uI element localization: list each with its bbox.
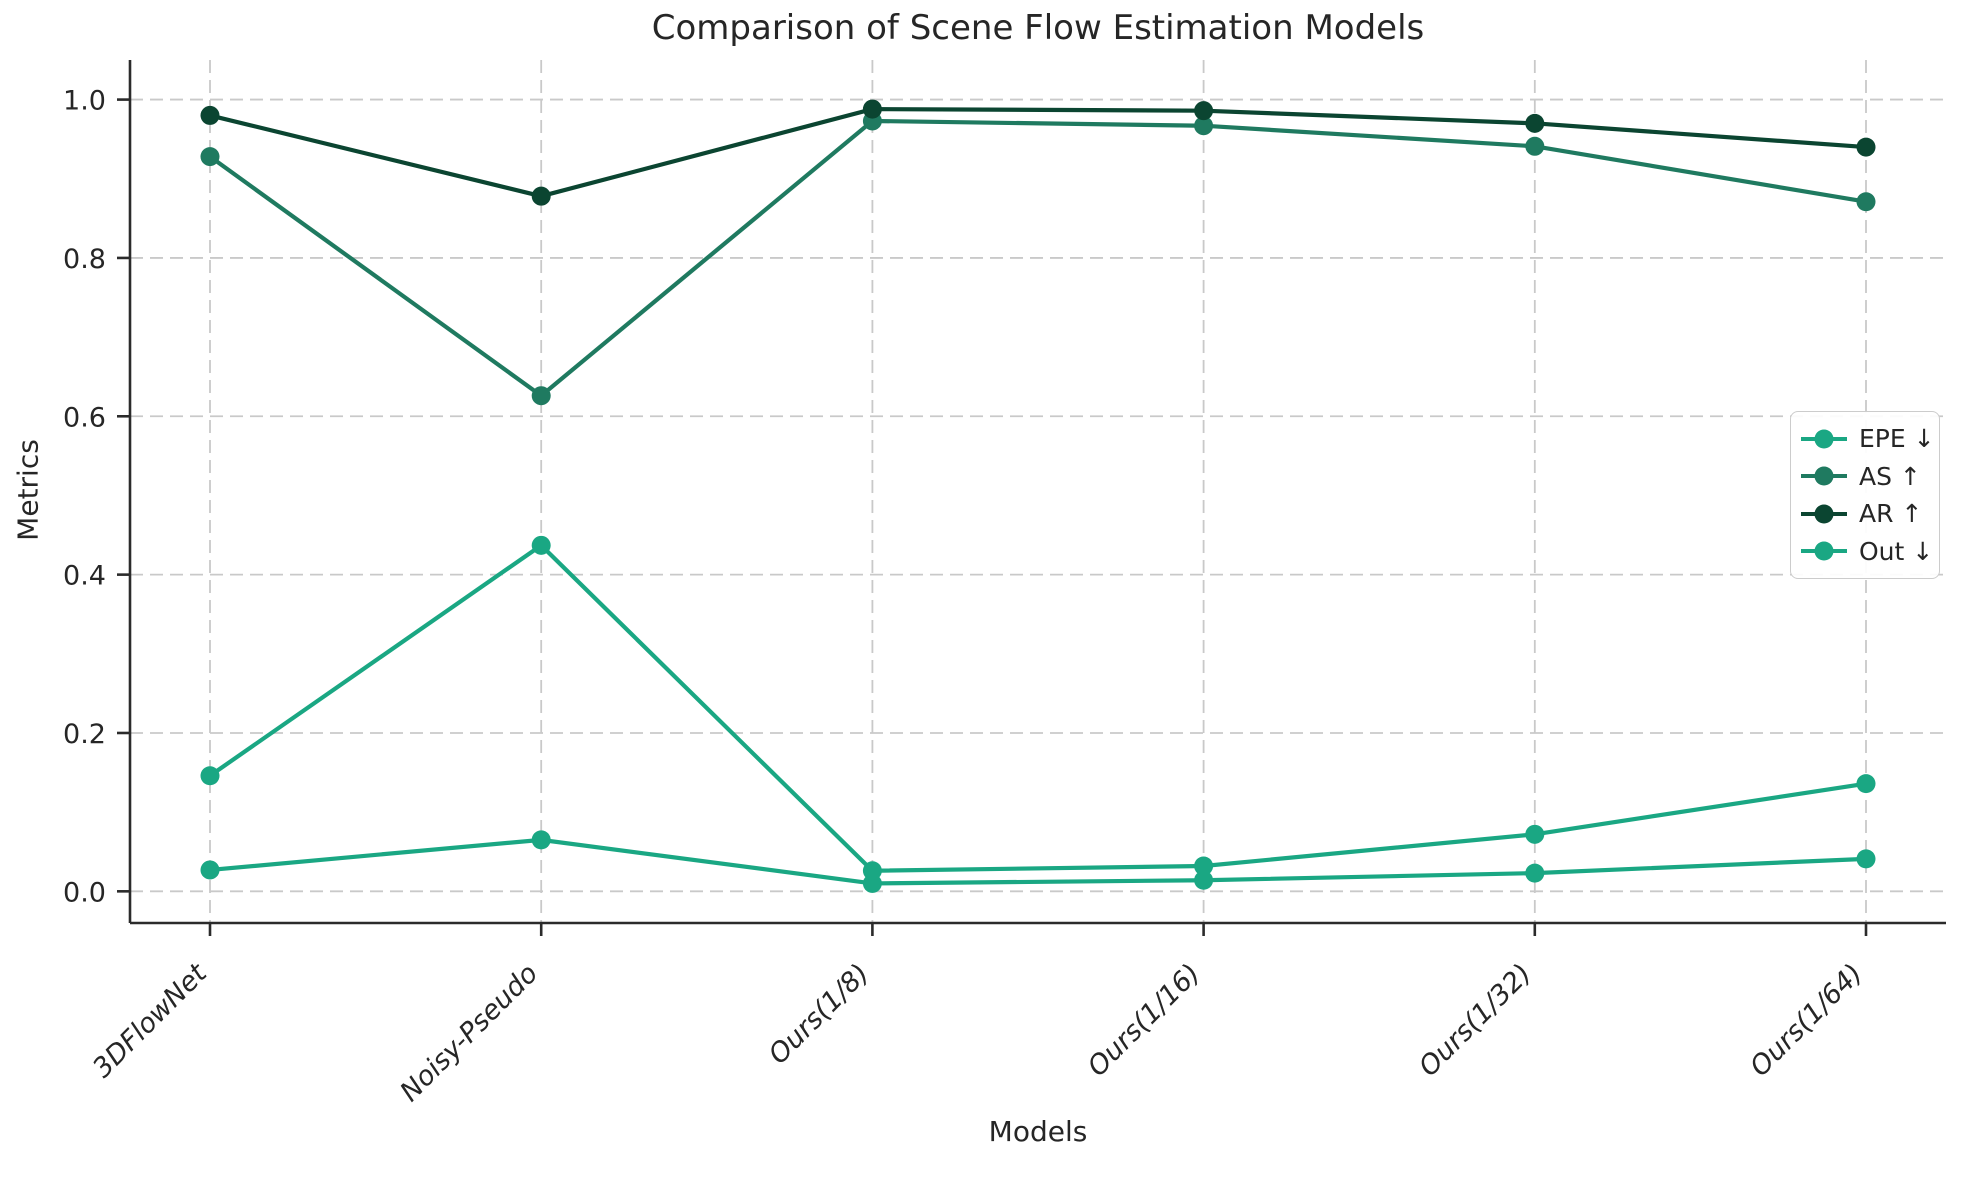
legend-label-ar: AR ↑ [1859,499,1923,529]
chart-title: Comparison of Scene Flow Estimation Mode… [651,8,1425,48]
x-axis-tick-label: Ours(1/64) [1744,958,1869,1083]
y-axis-tick-label: 0.0 [63,877,106,908]
legend-label-out: Out ↓ [1859,536,1934,566]
y-axis-tick-label: 0.6 [63,402,106,433]
y-axis-tick-label: 0.2 [63,719,106,750]
data-point-as [200,147,220,167]
legend-label-epe: EPE ↓ [1859,424,1935,454]
data-point-as [1194,116,1214,136]
data-point-ar [200,105,220,125]
series-line-as [208,118,1867,399]
legend-item-out: Out ↓ [1801,537,1939,566]
data-point-epe [200,860,220,880]
data-point-out [1525,824,1545,844]
y-axis-tick-label: 1.0 [63,86,106,117]
data-point-epe [1194,870,1214,890]
series-line-epe [209,837,1867,886]
legend-marker-epe [1801,429,1847,449]
legend-marker-out [1801,541,1847,561]
legend-item-ar: AR ↑ [1801,499,1939,528]
legend-label-as: AS ↑ [1859,461,1921,491]
chart-legend: EPE ↓ AS ↑ AR ↑ Out ↓ [1790,411,1940,579]
data-point-ar [862,99,882,119]
data-point-ar [1525,113,1545,133]
x-axis-tick-label: Noisy-Pseudo [394,958,544,1108]
x-axis-label: Models [988,1115,1088,1148]
data-point-out [200,766,220,786]
data-point-out [862,861,882,881]
data-point-out [1194,856,1214,876]
data-point-epe [531,830,551,850]
y-axis-tick-label: 0.4 [63,561,106,592]
data-point-as [1525,136,1545,156]
series-line-ar [209,106,1867,199]
legend-item-epe: EPE ↓ [1801,424,1939,453]
legend-item-as: AS ↑ [1801,462,1939,491]
series-line-out [208,542,1867,873]
x-axis-tick-label: Ours(1/8) [763,958,875,1070]
legend-marker-as [1801,466,1847,486]
data-point-ar [1856,137,1876,157]
data-point-out [531,535,551,555]
y-axis-label: Metrics [11,439,45,541]
legend-marker-ar [1801,504,1847,524]
x-axis-tick-label: Ours(1/16) [1082,958,1207,1083]
data-point-ar [531,186,551,206]
data-point-out [1856,774,1876,794]
x-axis-tick-label: Ours(1/32) [1413,958,1538,1083]
data-point-as [531,386,551,406]
data-point-epe [1856,849,1876,869]
data-point-as [1856,192,1876,212]
data-point-ar [1194,101,1214,121]
y-axis-tick-label: 0.8 [63,244,106,275]
x-axis-tick-label: 3DFlowNet [87,957,214,1084]
data-point-epe [1525,863,1545,883]
